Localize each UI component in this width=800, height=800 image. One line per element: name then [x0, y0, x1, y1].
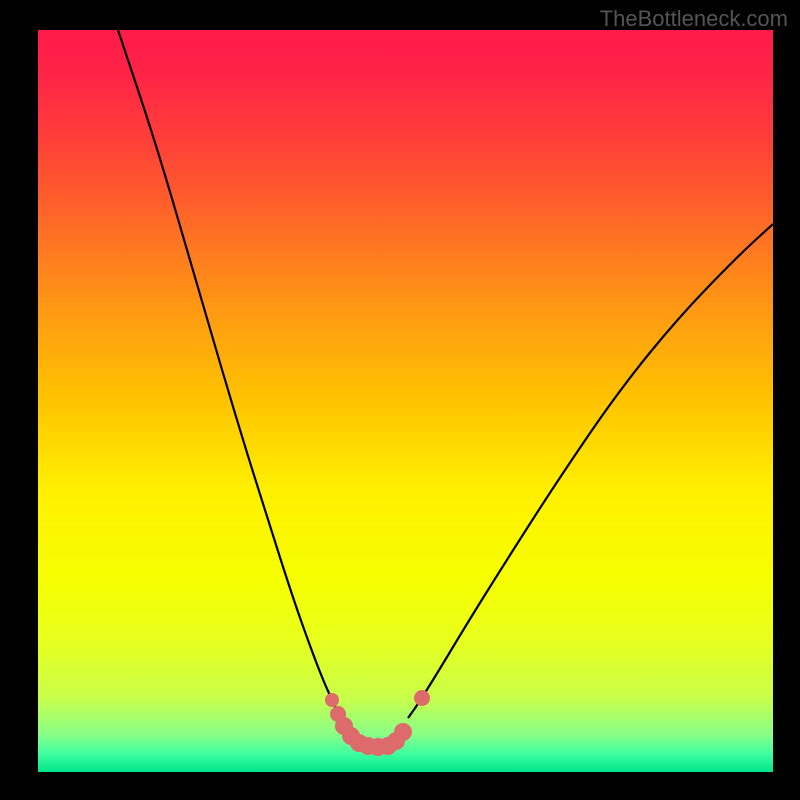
- gradient-background: [38, 30, 773, 772]
- chart-plot-area: [38, 30, 773, 772]
- marker-point: [414, 690, 430, 706]
- marker-point: [394, 723, 412, 741]
- chart-svg: [38, 30, 773, 772]
- watermark-text: TheBottleneck.com: [600, 6, 788, 32]
- marker-point: [325, 693, 339, 707]
